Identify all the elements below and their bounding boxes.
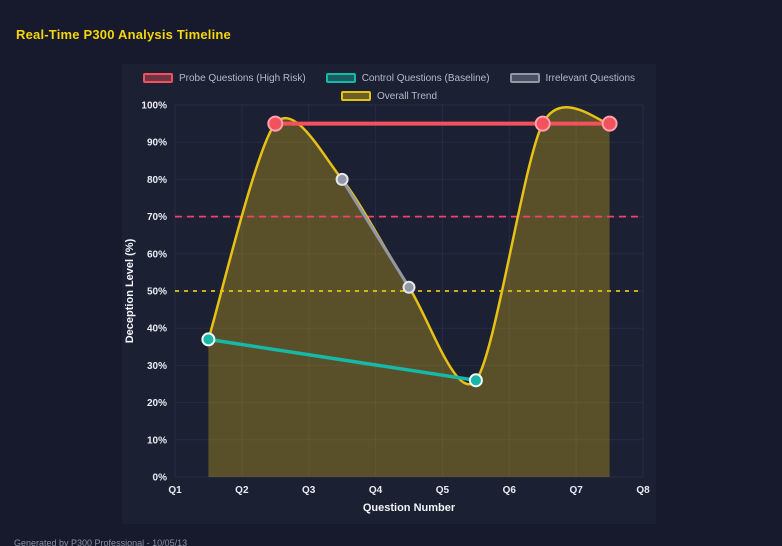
legend-label: Irrelevant Questions [545, 72, 636, 84]
legend-item-3[interactable]: Irrelevant Questions [509, 72, 636, 84]
data-point[interactable] [201, 332, 216, 347]
legend-label: Overall Trend [376, 90, 438, 102]
data-point[interactable] [468, 373, 483, 388]
y-tick-label: 80% [147, 175, 167, 186]
y-tick-label: 10% [147, 435, 167, 446]
x-tick-label: Q1 [168, 485, 182, 496]
legend-row: Probe Questions (High Risk) Control Quest… [122, 71, 656, 85]
data-point[interactable] [534, 115, 551, 132]
data-point[interactable] [335, 172, 349, 186]
x-tick-label: Q7 [569, 485, 583, 496]
data-point[interactable] [267, 115, 284, 132]
y-tick-label: 90% [147, 138, 167, 149]
legend-item-2[interactable]: Control Questions (Baseline) [325, 72, 490, 84]
y-tick-label: 70% [147, 212, 167, 223]
x-tick-label: Q2 [235, 485, 249, 496]
y-tick-label: 0% [153, 473, 168, 484]
footer-note: Generated by P300 Professional - 10/05/1… [14, 538, 188, 546]
series-line [340, 177, 411, 289]
y-tick-label: 100% [141, 101, 167, 112]
y-tick-label: 40% [147, 324, 167, 335]
legend-label: Control Questions (Baseline) [361, 72, 490, 84]
x-tick-label: Q8 [636, 485, 650, 496]
x-axis-title: Question Number [363, 502, 456, 514]
legend-swatch [325, 73, 356, 83]
data-point[interactable] [402, 280, 416, 294]
legend-swatch [340, 91, 371, 101]
legend-item-4[interactable]: Overall Trend [340, 90, 438, 102]
legend-swatch [509, 73, 540, 83]
legend-row: Overall Trend [122, 89, 656, 103]
data-point[interactable] [601, 115, 618, 132]
legend-item-1[interactable]: Probe Questions (High Risk) [142, 72, 306, 84]
chart-legend: Probe Questions (High Risk) Control Quest… [122, 64, 656, 103]
chart-plot[interactable]: Q1 Q2 Q3 Q4 Q5 Q6 Q7 Q8 0% 10% 20% 30% 40% 50% 60% 70% 8… [122, 100, 656, 520]
y-axis-title: Deception Level (%) [124, 238, 136, 343]
y-tick-label: 30% [147, 361, 167, 372]
x-tick-label: Q3 [302, 485, 316, 496]
y-tick-label: 60% [147, 249, 167, 260]
y-tick-label: 50% [147, 287, 167, 298]
legend-swatch [142, 73, 173, 83]
y-tick-label: 20% [147, 398, 167, 409]
series-line [206, 337, 478, 383]
chart-panel: Probe Questions (High Risk) Control Quest… [122, 64, 656, 524]
x-tick-label: Q4 [369, 485, 383, 496]
page-title: Real-Time P300 Analysis Timeline [16, 27, 231, 42]
legend-label: Probe Questions (High Risk) [178, 72, 306, 84]
x-tick-label: Q6 [503, 485, 517, 496]
x-tick-label: Q5 [436, 485, 450, 496]
